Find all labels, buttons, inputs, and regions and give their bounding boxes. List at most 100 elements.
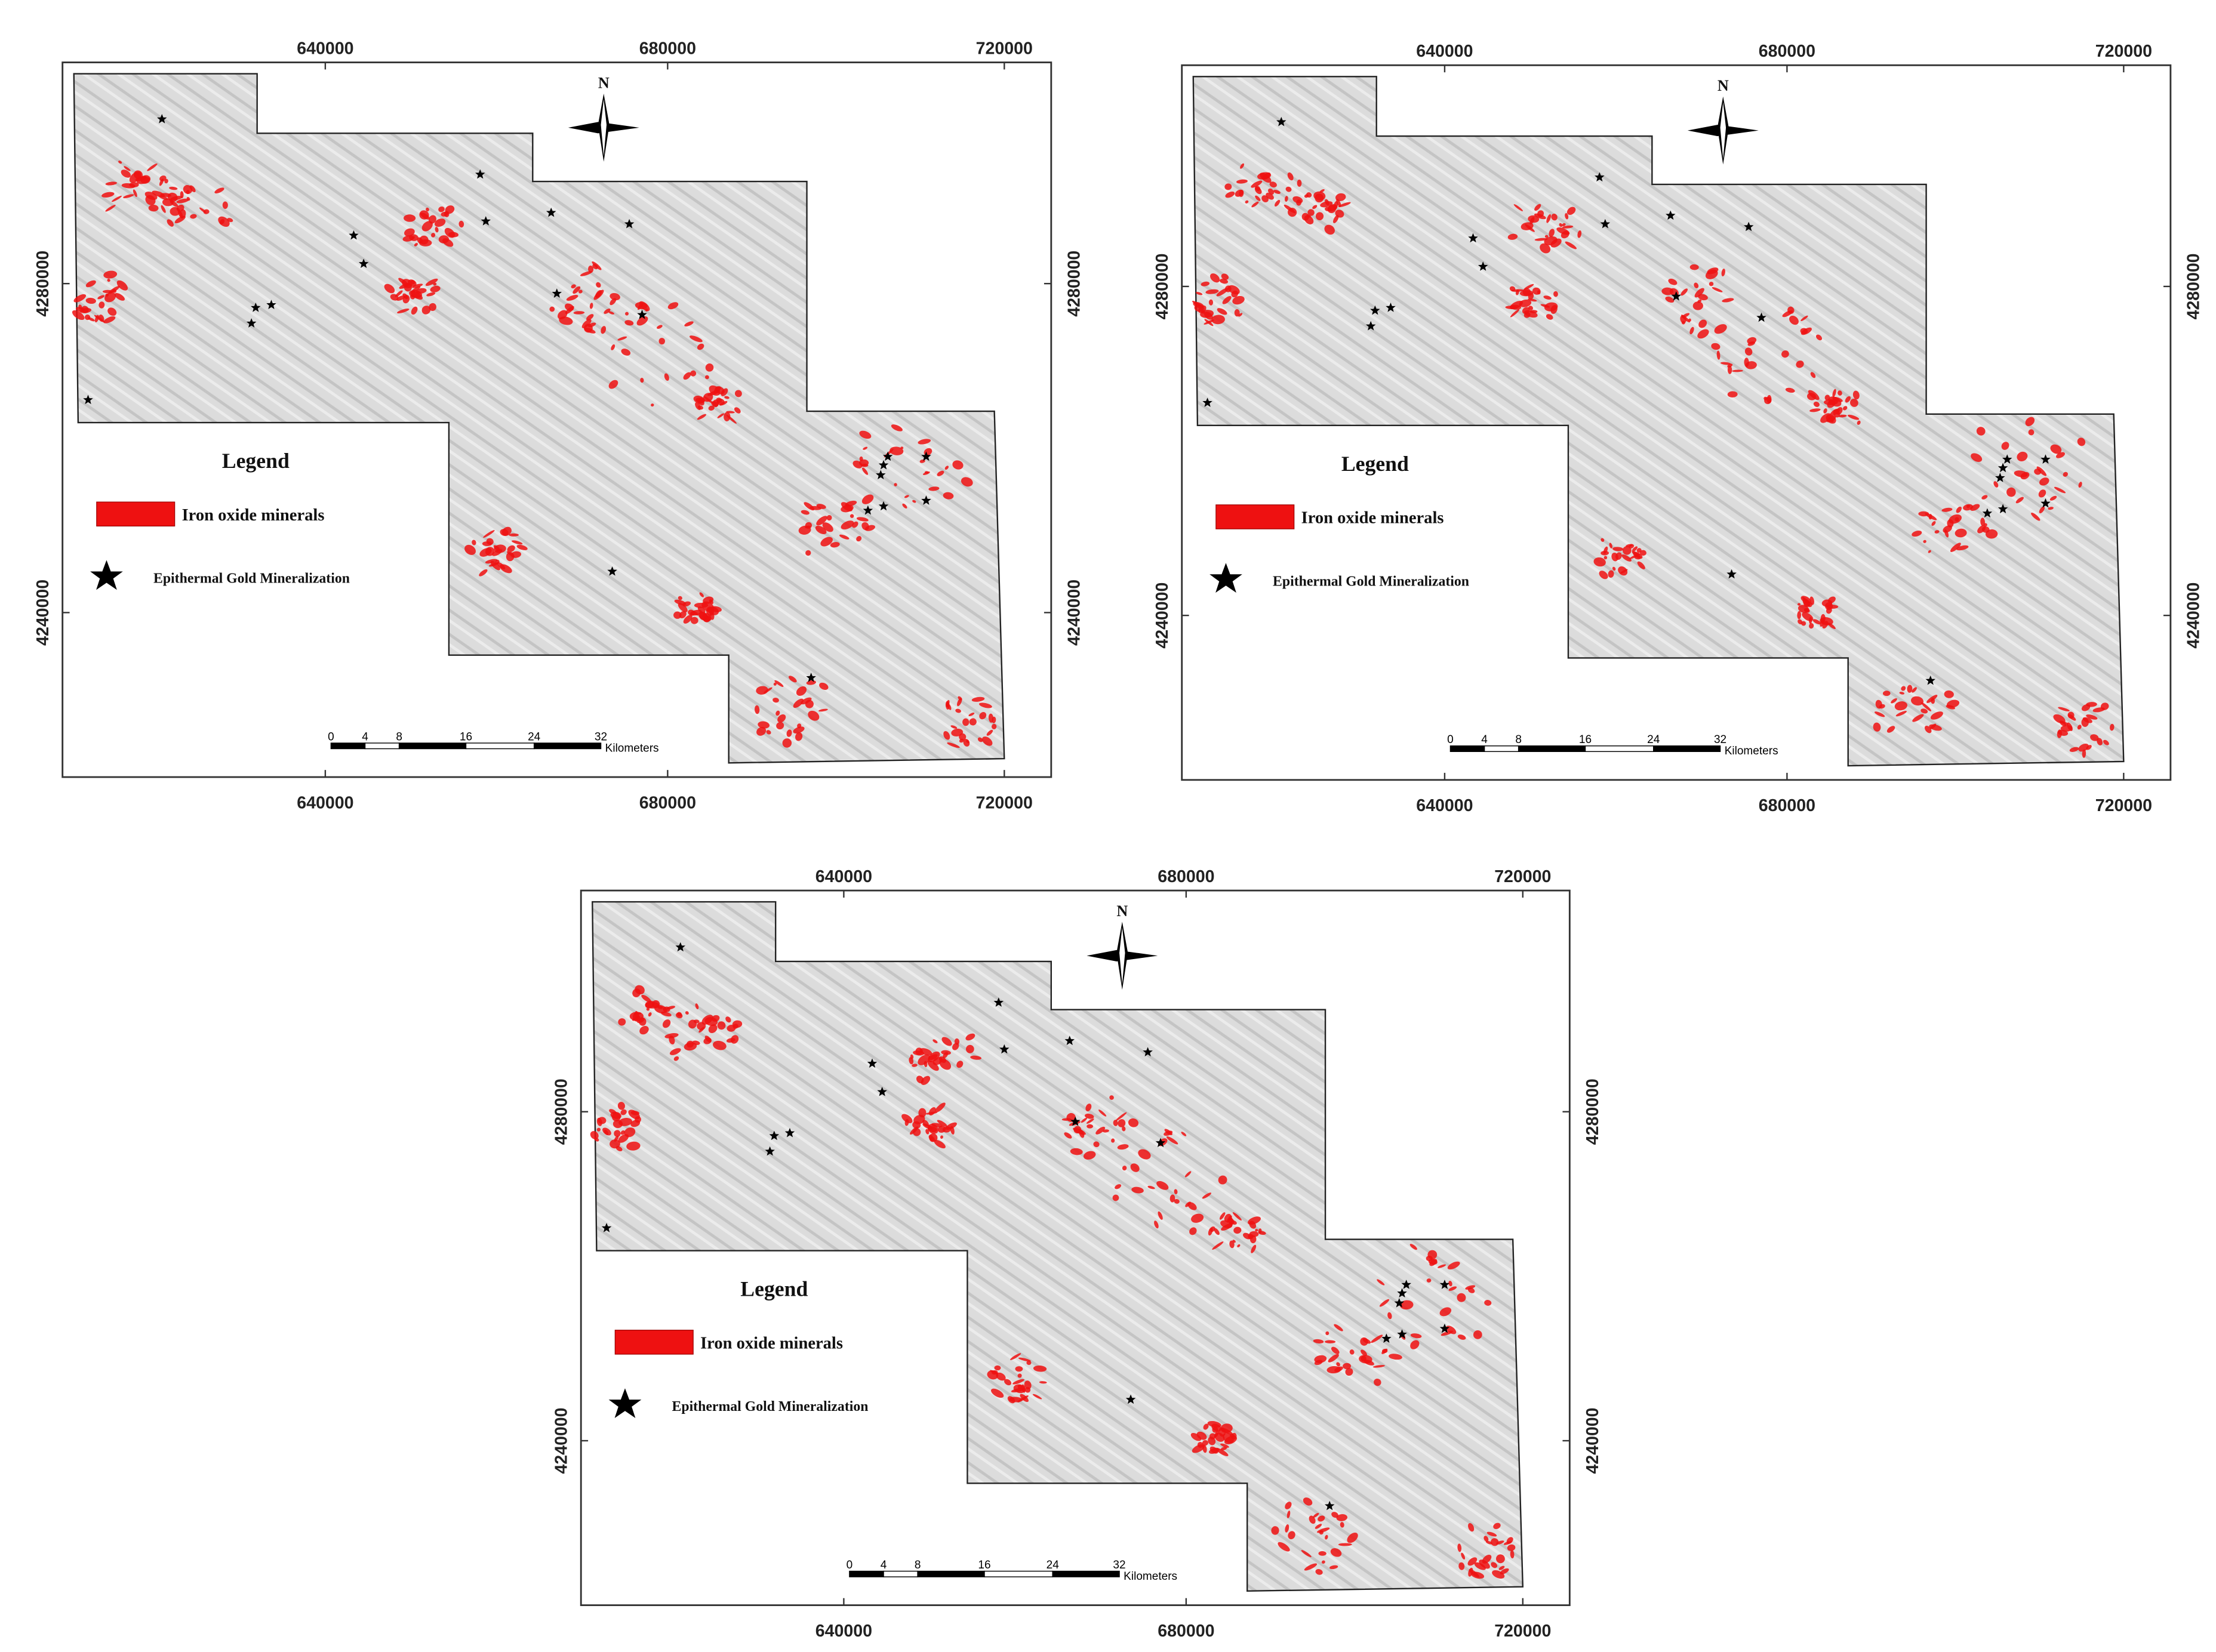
scale-segment: [1052, 1570, 1120, 1577]
iron-oxide-patch: [688, 1019, 697, 1029]
iron-oxide-patch: [1169, 1194, 1175, 1203]
iron-oxide-patch: [1618, 566, 1628, 576]
iron-oxide-patch: [1303, 1497, 1313, 1506]
iron-oxide-patch: [435, 227, 439, 233]
scale-segment: [330, 742, 366, 750]
iron-oxide-patch: [1912, 531, 1922, 537]
iron-oxide-patch: [1026, 1360, 1032, 1366]
iron-oxide-patch: [1694, 288, 1704, 298]
map-panel: 640000 640000 680000 680000 720000 720000 4280…: [552, 867, 1602, 1641]
iron-oxide-patch: [1955, 528, 1967, 538]
iron-oxide-patch: [1371, 1334, 1383, 1343]
iron-oxide-patch: [1612, 547, 1624, 551]
iron-oxide-patch: [79, 308, 91, 313]
iron-oxide-patch: [1372, 1365, 1385, 1368]
iron-oxide-patch: [158, 195, 168, 200]
iron-oxide-patch: [1285, 186, 1292, 192]
iron-oxide-patch: [1852, 390, 1860, 400]
iron-oxide-patch: [777, 714, 786, 723]
x-coordinate-label: 680000: [1158, 867, 1214, 886]
iron-oxide-patch: [661, 1012, 672, 1017]
iron-oxide-patch: [1681, 320, 1685, 325]
iron-oxide-patch: [1331, 1512, 1338, 1518]
iron-oxide-patch: [1198, 305, 1207, 313]
iron-oxide-patch: [2078, 743, 2089, 752]
iron-oxide-patch: [937, 1120, 947, 1127]
iron-oxide-patch: [986, 729, 993, 736]
x-coordinate-label: 720000: [2095, 42, 2152, 61]
iron-oxide-patch: [1196, 1431, 1207, 1440]
iron-oxide-patch: [706, 606, 715, 616]
iron-oxide-patch: [601, 326, 607, 334]
iron-oxide-patch: [593, 289, 604, 300]
iron-oxide-patch: [1326, 1366, 1341, 1374]
iron-oxide-patch: [1622, 546, 1632, 555]
iron-oxide-patch: [1018, 1357, 1031, 1362]
scale-segment: [1653, 745, 1721, 752]
iron-oxide-patch: [1944, 690, 1954, 698]
iron-oxide-patch: [952, 460, 964, 470]
iron-oxide-patch: [694, 602, 709, 608]
x-coordinate-label: 680000: [1759, 796, 1815, 815]
iron-oxide-patch: [727, 1024, 736, 1032]
iron-oxide-patch: [2028, 429, 2035, 436]
iron-oxide-patch: [950, 1126, 955, 1135]
x-coordinate-label: 680000: [639, 793, 696, 812]
iron-oxide-patch: [1697, 329, 1709, 339]
map-panel: 640000 640000 680000 680000 720000 720000 4280…: [1153, 42, 2203, 815]
iron-oxide-patch: [148, 204, 159, 212]
iron-oxide-patch: [2034, 469, 2042, 475]
iron-oxide-patch: [826, 515, 832, 521]
iron-oxide-patch: [408, 279, 417, 286]
iron-oxide-patch: [1815, 334, 1823, 341]
x-coordinate-label: 640000: [297, 793, 353, 812]
iron-oxide-patch: [970, 1055, 981, 1060]
iron-oxide-patch: [116, 280, 128, 291]
iron-oxide-patch: [1313, 1339, 1324, 1344]
iron-oxide-patch: [1565, 213, 1569, 220]
iron-oxide-patch: [486, 538, 494, 545]
iron-oxide-patch: [426, 292, 436, 297]
legend-label: Iron oxide minerals: [182, 506, 325, 525]
iron-oxide-patch: [2086, 714, 2098, 720]
iron-oxide-patch: [669, 1048, 681, 1055]
iron-oxide-patch: [580, 271, 592, 276]
iron-oxide-patch: [1920, 708, 1928, 714]
x-coordinate-label: 720000: [1494, 1622, 1551, 1641]
iron-oxide-patch: [566, 294, 578, 301]
iron-oxide-patch: [1661, 287, 1674, 295]
iron-oxide-patch: [913, 1050, 924, 1056]
iron-oxide-patch: [793, 726, 805, 734]
iron-oxide-patch: [1095, 1126, 1106, 1135]
iron-oxide-patch: [927, 1060, 939, 1071]
iron-oxide-patch: [1278, 1542, 1290, 1552]
iron-oxide-patch: [641, 994, 651, 1003]
iron-oxide-patch: [1315, 193, 1324, 203]
iron-oxide-patch: [929, 1133, 938, 1142]
iron-oxide-patch: [190, 214, 197, 219]
iron-oxide-patch: [1174, 1198, 1180, 1204]
iron-oxide-patch: [2059, 720, 2067, 727]
iron-oxide-patch: [1787, 306, 1795, 314]
iron-oxide-patch: [726, 415, 737, 424]
iron-oxide-patch: [1399, 1300, 1414, 1310]
iron-oxide-patch: [2077, 437, 2086, 446]
iron-oxide-patch: [167, 219, 174, 227]
iron-oxide-patch: [910, 1054, 914, 1059]
iron-oxide-patch: [774, 680, 784, 688]
iron-oxide-patch: [618, 1018, 626, 1026]
iron-oxide-patch: [934, 1102, 946, 1113]
iron-oxide-patch: [1848, 414, 1860, 420]
iron-oxide-patch: [968, 713, 975, 717]
iron-oxide-patch: [830, 542, 840, 548]
scale-unit: Kilometers: [1725, 745, 1778, 757]
iron-oxide-patch: [590, 1131, 599, 1139]
iron-oxide-patch: [1164, 1129, 1172, 1136]
iron-oxide-patch: [775, 710, 780, 716]
iron-oxide-patch: [1698, 319, 1707, 328]
iron-oxide-patch: [1821, 599, 1833, 607]
iron-oxide-patch: [1457, 1543, 1462, 1552]
iron-oxide-patch: [1325, 1534, 1328, 1540]
iron-oxide-patch: [928, 1107, 936, 1116]
iron-oxide-patch: [506, 551, 515, 562]
